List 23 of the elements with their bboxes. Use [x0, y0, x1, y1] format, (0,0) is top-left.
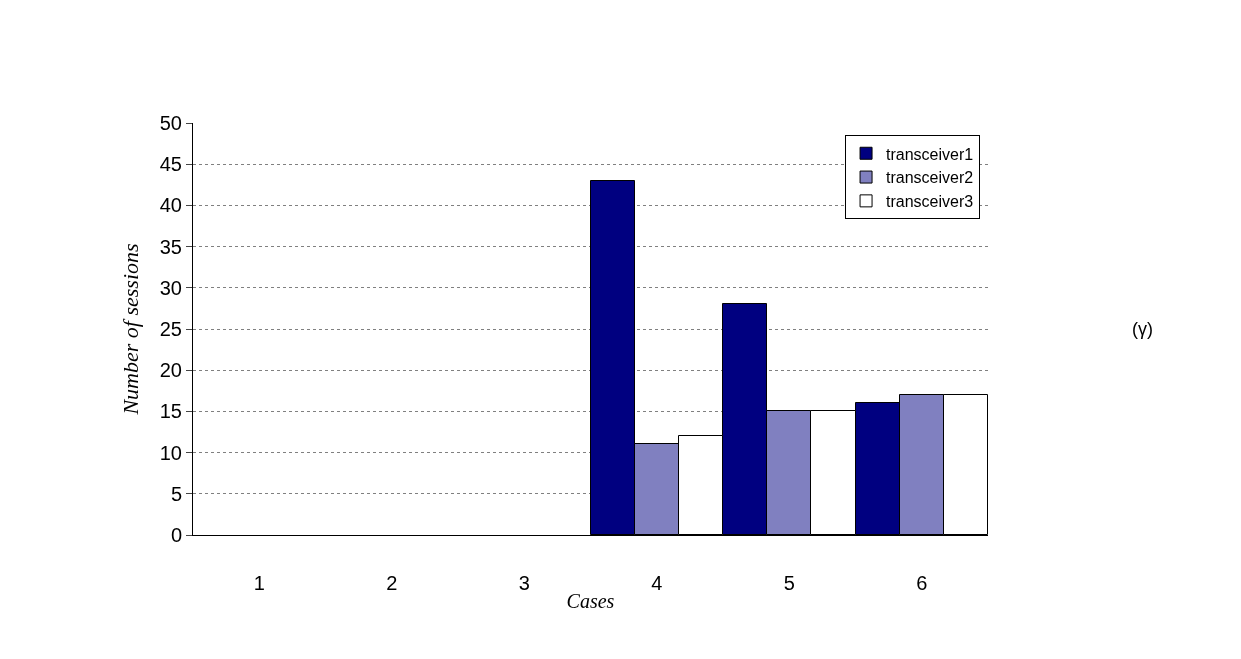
legend-label: transceiver2	[886, 169, 974, 187]
y-tick-label: 30	[159, 276, 182, 299]
x-tick-label: 1	[253, 572, 265, 594]
y-tick-label: 5	[170, 482, 182, 505]
x-tick-label: 4	[651, 572, 663, 594]
y-tick-label: 0	[170, 524, 182, 546]
y-tick-label: 45	[159, 153, 182, 176]
legend-label: transceiver3	[886, 193, 974, 211]
x-axis-title: Cases	[566, 589, 615, 612]
x-tick-label: 3	[518, 572, 530, 594]
text: (γ)	[1132, 319, 1153, 339]
y-tick-label: 40	[159, 194, 182, 217]
x-tick-label: 6	[916, 572, 928, 594]
y-tick-label: 10	[159, 441, 182, 464]
y-tick-label: 35	[159, 235, 182, 258]
x-tick-label: 2	[386, 572, 398, 594]
y-axis-title: Number of sessions	[117, 243, 143, 416]
x-tick-label: 5	[783, 572, 795, 594]
y-tick-label: 15	[159, 400, 182, 423]
y-tick-label: 25	[159, 318, 182, 340]
y-tick-label: 50	[159, 112, 182, 134]
y-tick-label: 20	[159, 359, 182, 382]
legend-label: transceiver1	[886, 145, 974, 163]
